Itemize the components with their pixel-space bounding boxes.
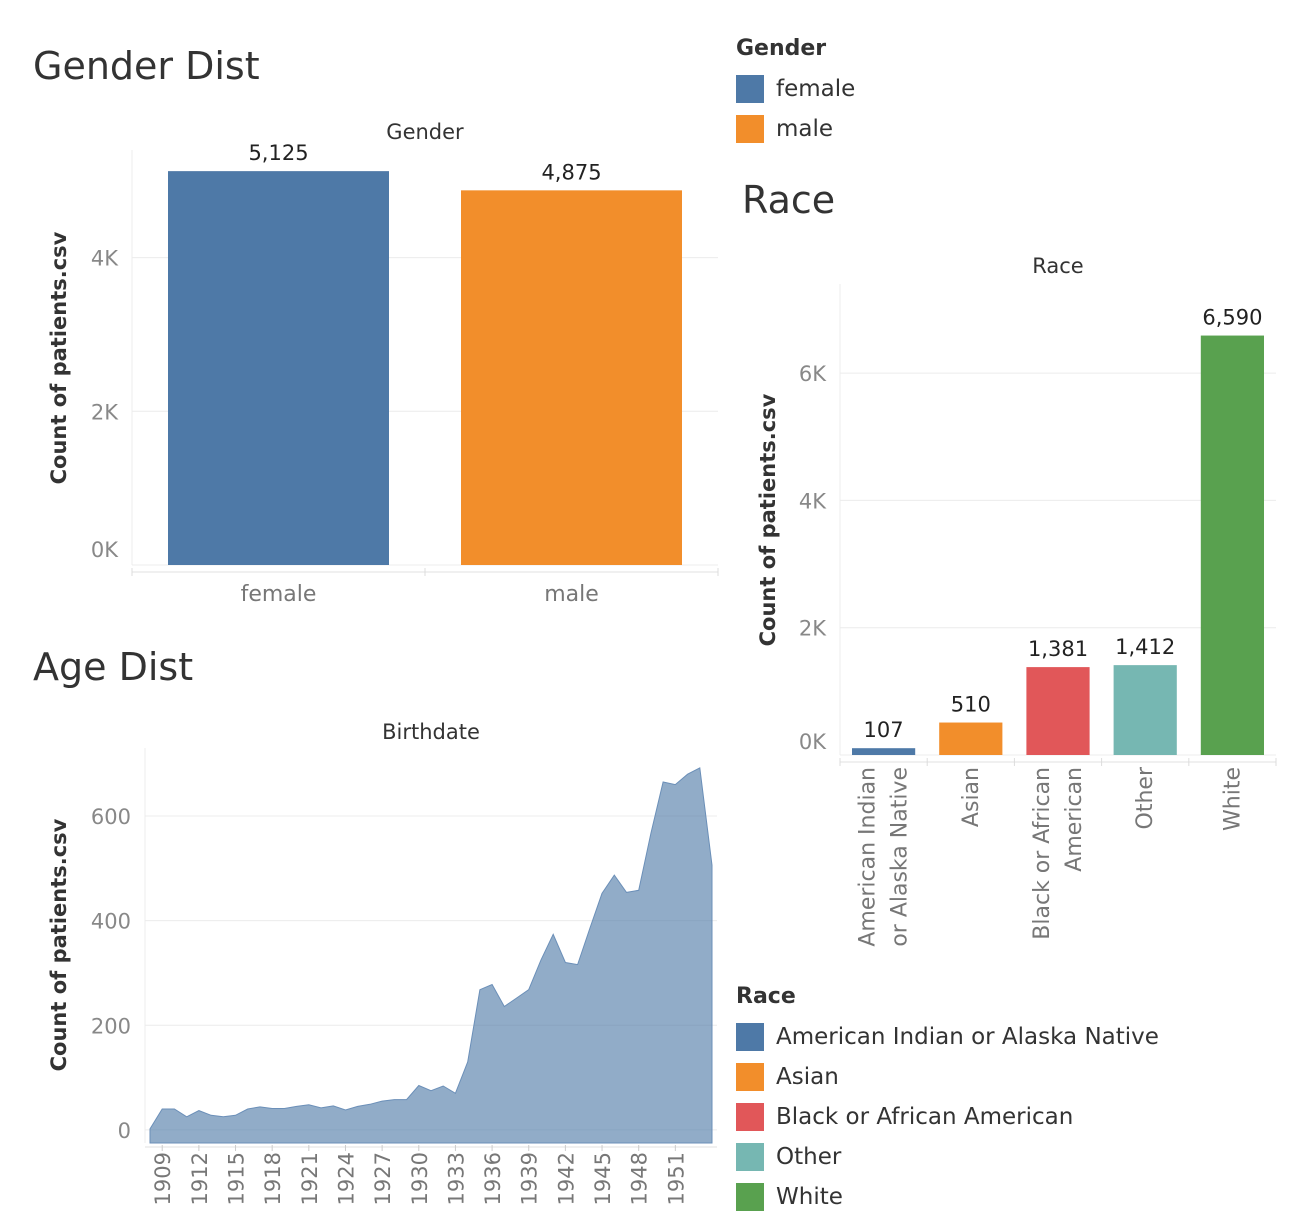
x-tick-label: 1942 <box>554 1152 578 1205</box>
legend-swatch <box>736 1183 764 1211</box>
x-tick-label: 1948 <box>628 1152 652 1205</box>
y-tick-label: 0K <box>91 538 119 562</box>
chart-title: Gender <box>386 120 464 144</box>
x-tick-label: 1945 <box>591 1152 615 1205</box>
legend-item-asian[interactable]: Asian <box>736 1057 1159 1097</box>
legend-swatch <box>736 115 764 143</box>
legend-swatch <box>736 1063 764 1091</box>
legend-label: American Indian or Alaska Native <box>776 1024 1159 1050</box>
x-tick-label: Asian <box>959 767 984 827</box>
bar-asian <box>939 722 1003 755</box>
data-label: 1,412 <box>1115 635 1175 659</box>
race-bar-chart: Race 0K 2K 4K 6K 107 American Indian or Alaska … <box>756 254 1277 947</box>
legend-label: male <box>776 116 834 142</box>
x-tick-label: 1912 <box>188 1152 212 1205</box>
race-title: Race <box>742 178 836 222</box>
x-tick-label: or Alaska Native <box>888 767 913 947</box>
y-tick-label: 4K <box>799 489 827 513</box>
data-label: 5,125 <box>248 141 308 165</box>
legend-item-female[interactable]: female <box>736 69 855 109</box>
race-legend: Race American Indian or Alaska Native As… <box>736 984 1159 1217</box>
y-tick-label: 6K <box>799 362 827 386</box>
x-tick-label: 1930 <box>408 1152 432 1205</box>
x-tick-label: 1921 <box>298 1152 322 1205</box>
age-dist-title: Age Dist <box>33 645 194 689</box>
chart-title: Race <box>1032 254 1083 278</box>
y-tick-label: 400 <box>91 910 131 934</box>
bar-female <box>168 171 389 565</box>
data-label: 510 <box>951 693 991 717</box>
age-area-chart: Birthdate 0 200 400 600 1909 1912 1915 1918 1921 1… <box>47 720 717 1205</box>
x-tick-label: American Indian <box>856 767 881 947</box>
area-series <box>149 767 713 1144</box>
y-tick-label: 200 <box>91 1014 131 1038</box>
gender-legend-title: Gender <box>736 36 827 61</box>
bar-white <box>1200 335 1264 755</box>
bar-male <box>461 190 682 565</box>
x-tick-label: American <box>1062 767 1087 872</box>
data-label: 107 <box>864 718 904 742</box>
x-tick-label: 1915 <box>225 1152 249 1205</box>
bar-black-or-african-american <box>1026 667 1090 755</box>
legend-item-other[interactable]: Other <box>736 1137 1159 1177</box>
x-tick-label: male <box>544 582 599 607</box>
x-tick-label: Other <box>1133 766 1158 829</box>
y-tick-label: 4K <box>91 247 119 271</box>
legend-item-white[interactable]: White <box>736 1177 1159 1217</box>
gender-dist-title: Gender Dist <box>33 44 260 88</box>
bar-other <box>1113 665 1177 755</box>
legend-label: Other <box>776 1144 842 1170</box>
y-tick-label: 600 <box>91 805 131 829</box>
x-tick-label: 1918 <box>261 1152 285 1205</box>
x-tick-label: female <box>241 582 317 607</box>
y-axis-label: Count of patients.csv <box>47 818 71 1071</box>
data-label: 6,590 <box>1202 306 1262 330</box>
legend-label: Asian <box>776 1064 839 1090</box>
chart-title: Birthdate <box>382 720 480 744</box>
x-tick-label: 1939 <box>518 1152 542 1205</box>
y-tick-label: 0 <box>118 1119 131 1143</box>
y-tick-label: 2K <box>91 400 119 424</box>
legend-item-black[interactable]: Black or African American <box>736 1097 1159 1137</box>
x-tick-label: White <box>1220 767 1245 831</box>
x-tick-label: 1933 <box>444 1152 468 1205</box>
bar-american-indian-or-alaska-native <box>852 748 916 755</box>
x-tick-label: 1951 <box>664 1152 688 1205</box>
x-tick-label: 1924 <box>334 1152 358 1205</box>
x-tick-label: 1927 <box>371 1152 395 1205</box>
x-tick-label: Black or African <box>1030 767 1055 940</box>
y-axis-label: Count of patients.csv <box>756 393 780 646</box>
y-axis-label: Count of patients.csv <box>47 231 71 484</box>
legend-item-american-indian[interactable]: American Indian or Alaska Native <box>736 1017 1159 1057</box>
race-legend-title: Race <box>736 984 796 1009</box>
x-tick-label: 1909 <box>151 1152 175 1205</box>
legend-swatch <box>736 1103 764 1131</box>
gender-bar-chart: Gender 0K 2K 4K 5,125 female 4,875 male Count of… <box>47 120 719 607</box>
legend-swatch <box>736 75 764 103</box>
legend-label: female <box>776 76 856 102</box>
gender-legend: Gender female male <box>736 36 855 149</box>
y-tick-label: 2K <box>799 617 827 641</box>
legend-swatch <box>736 1023 764 1051</box>
data-label: 4,875 <box>541 160 601 184</box>
x-tick-label: 1936 <box>481 1152 505 1205</box>
y-tick-label: 0K <box>799 730 827 754</box>
data-label: 1,381 <box>1028 637 1088 661</box>
legend-item-male[interactable]: male <box>736 109 855 149</box>
legend-label: White <box>776 1184 843 1210</box>
legend-label: Black or African American <box>776 1104 1074 1130</box>
legend-swatch <box>736 1143 764 1171</box>
